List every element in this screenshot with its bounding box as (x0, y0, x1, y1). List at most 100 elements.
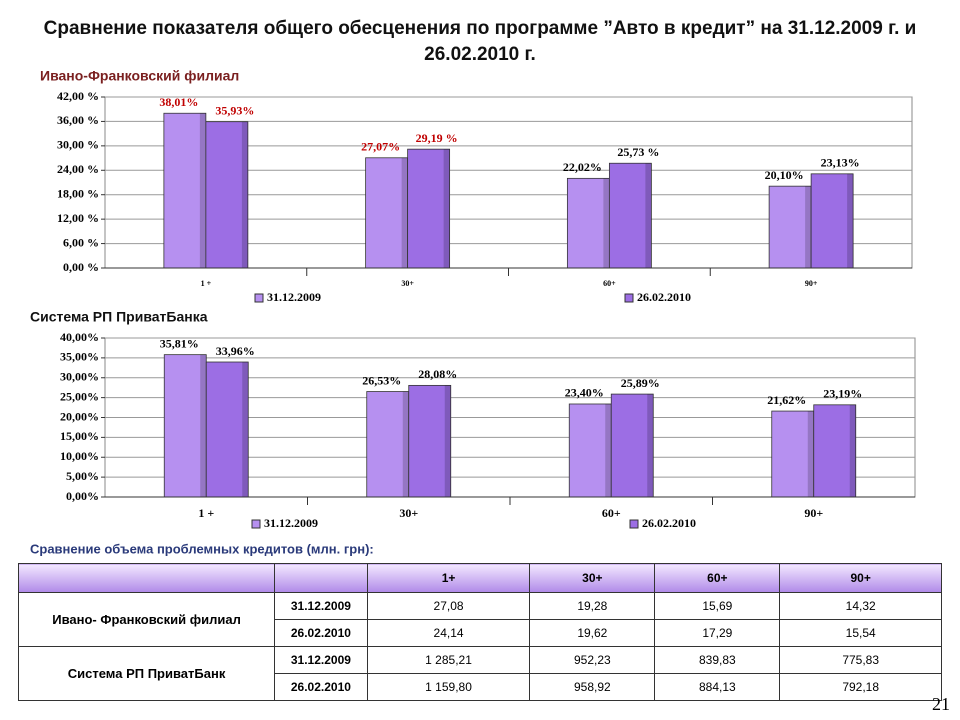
value-label: 29,19 % (416, 131, 458, 145)
group-cell: Система РП ПриватБанк (17, 646, 276, 701)
y-tick-label: 35,00% (60, 350, 99, 364)
bar-shade (443, 149, 450, 268)
header-cell: 30+ (529, 563, 656, 593)
value-cell: 17,29 (654, 619, 781, 647)
y-tick-label: 25,00% (60, 389, 99, 403)
bar (205, 121, 249, 269)
value-cell: 839,83 (654, 646, 781, 674)
value-cell: 1 285,21 (366, 646, 531, 674)
y-tick-label: 0,00 % (63, 260, 99, 274)
bar-shade (847, 173, 854, 268)
value-cell: 15,54 (779, 619, 942, 647)
value-cell: 14,32 (779, 592, 942, 620)
date-cell: 31.12.2009 (274, 646, 368, 674)
value-cell: 952,23 (529, 646, 656, 674)
bar (771, 410, 815, 498)
x-tick-label: 30+ (401, 279, 414, 288)
group-cell: Ивано- Франковский филиал (17, 592, 276, 647)
value-label: 23,19% (823, 387, 862, 401)
value-label: 22,02% (563, 160, 602, 174)
date-cell: 31.12.2009 (274, 592, 368, 620)
table-header-row: 1+ 30+ 60+ 90+ (17, 563, 942, 593)
x-tick-label: 1 + (198, 506, 214, 520)
value-label: 35,81% (160, 336, 199, 350)
y-tick-label: 5,00% (66, 469, 99, 483)
x-tick-label: 30+ (399, 506, 418, 520)
bar (768, 185, 812, 269)
value-cell: 958,92 (529, 673, 656, 701)
bar (163, 112, 207, 269)
bar-shade (444, 385, 451, 497)
bar-shade (647, 394, 654, 497)
value-label: 25,73 % (617, 145, 659, 159)
y-tick-label: 20,00% (60, 409, 99, 423)
bar-shade (241, 121, 248, 269)
page-number: 21 (932, 694, 950, 714)
value-cell: 27,08 (366, 592, 531, 620)
y-tick-label: 36,00 % (57, 113, 99, 127)
value-label: 27,07% (361, 140, 400, 154)
value-cell: 884,13 (654, 673, 781, 701)
y-tick-label: 40,00% (60, 330, 99, 344)
value-label: 20,10% (765, 168, 804, 182)
bar (163, 354, 207, 498)
header-cell (17, 563, 276, 593)
page-title: Сравнение показателя общего обесценения … (43, 18, 917, 65)
value-label: 35,93% (215, 103, 254, 117)
header-cell (274, 563, 368, 593)
value-cell: 792,18 (779, 673, 942, 701)
table-row: Ивано- Франковский филиал 31.12.2009 27,08… (17, 592, 942, 647)
header-cell: 90+ (779, 563, 942, 593)
y-tick-label: 30,00 % (57, 138, 99, 152)
legend-swatch (251, 519, 261, 529)
y-tick-label: 42,00 % (57, 89, 99, 103)
table-row: Система РП ПриватБанк 31.12.2009 1 285,21 9… (17, 646, 942, 701)
bar (365, 157, 409, 269)
chart-title: Система РП ПриватБанка (30, 309, 208, 325)
bar (608, 162, 652, 269)
value-cell: 19,62 (529, 619, 656, 647)
value-cell: 775,83 (779, 646, 942, 674)
legend-swatch (629, 519, 639, 529)
value-label: 23,40% (565, 386, 604, 400)
x-tick-label: 60+ (603, 279, 616, 288)
value-cell: 24,14 (366, 619, 531, 647)
y-tick-label: 12,00 % (57, 211, 99, 225)
y-tick-label: 10,00% (60, 449, 99, 463)
table-row: 26.02.2010 1 159,80 958,92 884,13 792,18 (19, 673, 942, 701)
value-label: 23,13% (821, 156, 860, 170)
legend-label: 26.02.2010 (637, 290, 691, 304)
bar (813, 404, 857, 498)
bar (810, 173, 854, 269)
bar (205, 361, 249, 498)
legend-label: 31.12.2009 (267, 290, 321, 304)
value-label: 38,01% (159, 95, 198, 109)
value-label: 26,53% (362, 373, 401, 387)
legend-swatch (624, 293, 634, 303)
bar-shade (401, 157, 408, 268)
value-label: 28,08% (418, 367, 457, 381)
y-tick-label: 24,00 % (57, 162, 99, 176)
y-tick-label: 18,00 % (57, 186, 99, 200)
x-tick-label: 60+ (602, 506, 621, 520)
bar-shade (849, 404, 856, 497)
value-cell: 15,69 (654, 592, 781, 620)
legend-swatch (254, 293, 264, 303)
header-cell: 60+ (654, 563, 781, 593)
chart-title: Ивано-Франковский филиал (40, 68, 239, 84)
date-cell: 26.02.2010 (274, 619, 368, 647)
bar (568, 403, 612, 498)
value-cell: 19,28 (529, 592, 656, 620)
bar (566, 177, 610, 269)
y-tick-label: 0,00% (66, 489, 99, 503)
value-label: 33,96% (216, 344, 255, 358)
header-cell: 1+ (366, 563, 531, 593)
bar (366, 391, 410, 498)
y-tick-label: 30,00% (60, 370, 99, 384)
data-table: 1+ 30+ 60+ 90+ Ивано- Франковский филиал 31.1… (17, 563, 942, 701)
x-tick-label: 90+ (805, 279, 818, 288)
legend-label: 26.02.2010 (642, 516, 696, 530)
value-label: 21,62% (767, 393, 806, 407)
